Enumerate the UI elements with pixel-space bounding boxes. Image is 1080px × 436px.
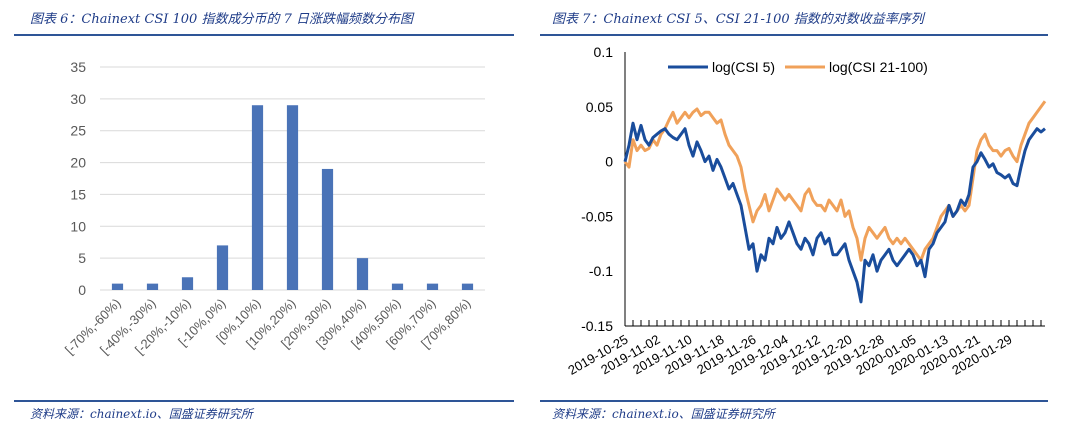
source-note: 资料来源：chainext.io、国盛证券研究所 bbox=[30, 407, 253, 421]
title-rule bbox=[14, 34, 514, 36]
series-line-csi5 bbox=[623, 121, 1046, 304]
y-tick-label: 0.1 bbox=[594, 44, 614, 60]
y-tick-label: 10 bbox=[70, 218, 86, 234]
legend-label: log(CSI 21-100) bbox=[829, 59, 928, 75]
histogram-bar bbox=[461, 283, 474, 290]
y-tick-label: 0.05 bbox=[586, 99, 613, 115]
histogram-bar bbox=[321, 168, 334, 290]
source-rule bbox=[540, 400, 1048, 402]
histogram-bar bbox=[286, 105, 299, 290]
y-tick-label: 25 bbox=[70, 123, 86, 139]
y-tick-label: -0.05 bbox=[581, 208, 613, 224]
y-tick-label: 35 bbox=[70, 59, 86, 75]
source-note: 资料来源：chainext.io、国盛证券研究所 bbox=[552, 407, 775, 421]
histogram-panel: 图表 6：Chainext CSI 100 指数成分币的 7 日涨跌幅频数分布图… bbox=[0, 0, 528, 436]
histogram-bar bbox=[111, 283, 124, 290]
title-rule bbox=[540, 34, 1048, 36]
log-return-chart: 0.10.050-0.05-0.1-0.152019-10-252019-11-… bbox=[565, 44, 1047, 378]
histogram-bar bbox=[391, 283, 404, 290]
y-tick-label: 30 bbox=[70, 91, 86, 107]
line-chart-panel: 图表 7：Chainext CSI 5、CSI 21-100 指数的对数收益率序… bbox=[540, 0, 1080, 436]
histogram-bar bbox=[356, 258, 369, 290]
histogram-chart: 05101520253035[-70%,-60%)[-40%,-30%)[-20… bbox=[62, 59, 485, 357]
series-line-csi21-100 bbox=[623, 100, 1047, 262]
figure-title: 图表 6：Chainext CSI 100 指数成分币的 7 日涨跌幅频数分布图 bbox=[30, 12, 413, 27]
y-tick-label: 15 bbox=[70, 186, 86, 202]
y-tick-label: -0.1 bbox=[589, 263, 613, 279]
y-tick-label: 5 bbox=[78, 250, 86, 266]
histogram-bar bbox=[426, 283, 439, 290]
y-tick-label: 0 bbox=[78, 282, 86, 298]
y-tick-label: 0 bbox=[605, 154, 613, 170]
y-tick-label: -0.15 bbox=[581, 318, 613, 334]
source-rule bbox=[14, 400, 514, 402]
y-tick-label: 20 bbox=[70, 155, 86, 171]
histogram-bar bbox=[251, 105, 264, 290]
legend-label: log(CSI 5) bbox=[712, 59, 775, 75]
histogram-bar bbox=[181, 277, 194, 290]
histogram-bar bbox=[216, 245, 229, 290]
figure-title: 图表 7：Chainext CSI 5、CSI 21-100 指数的对数收益率序… bbox=[552, 12, 924, 27]
histogram-bar bbox=[146, 283, 159, 290]
